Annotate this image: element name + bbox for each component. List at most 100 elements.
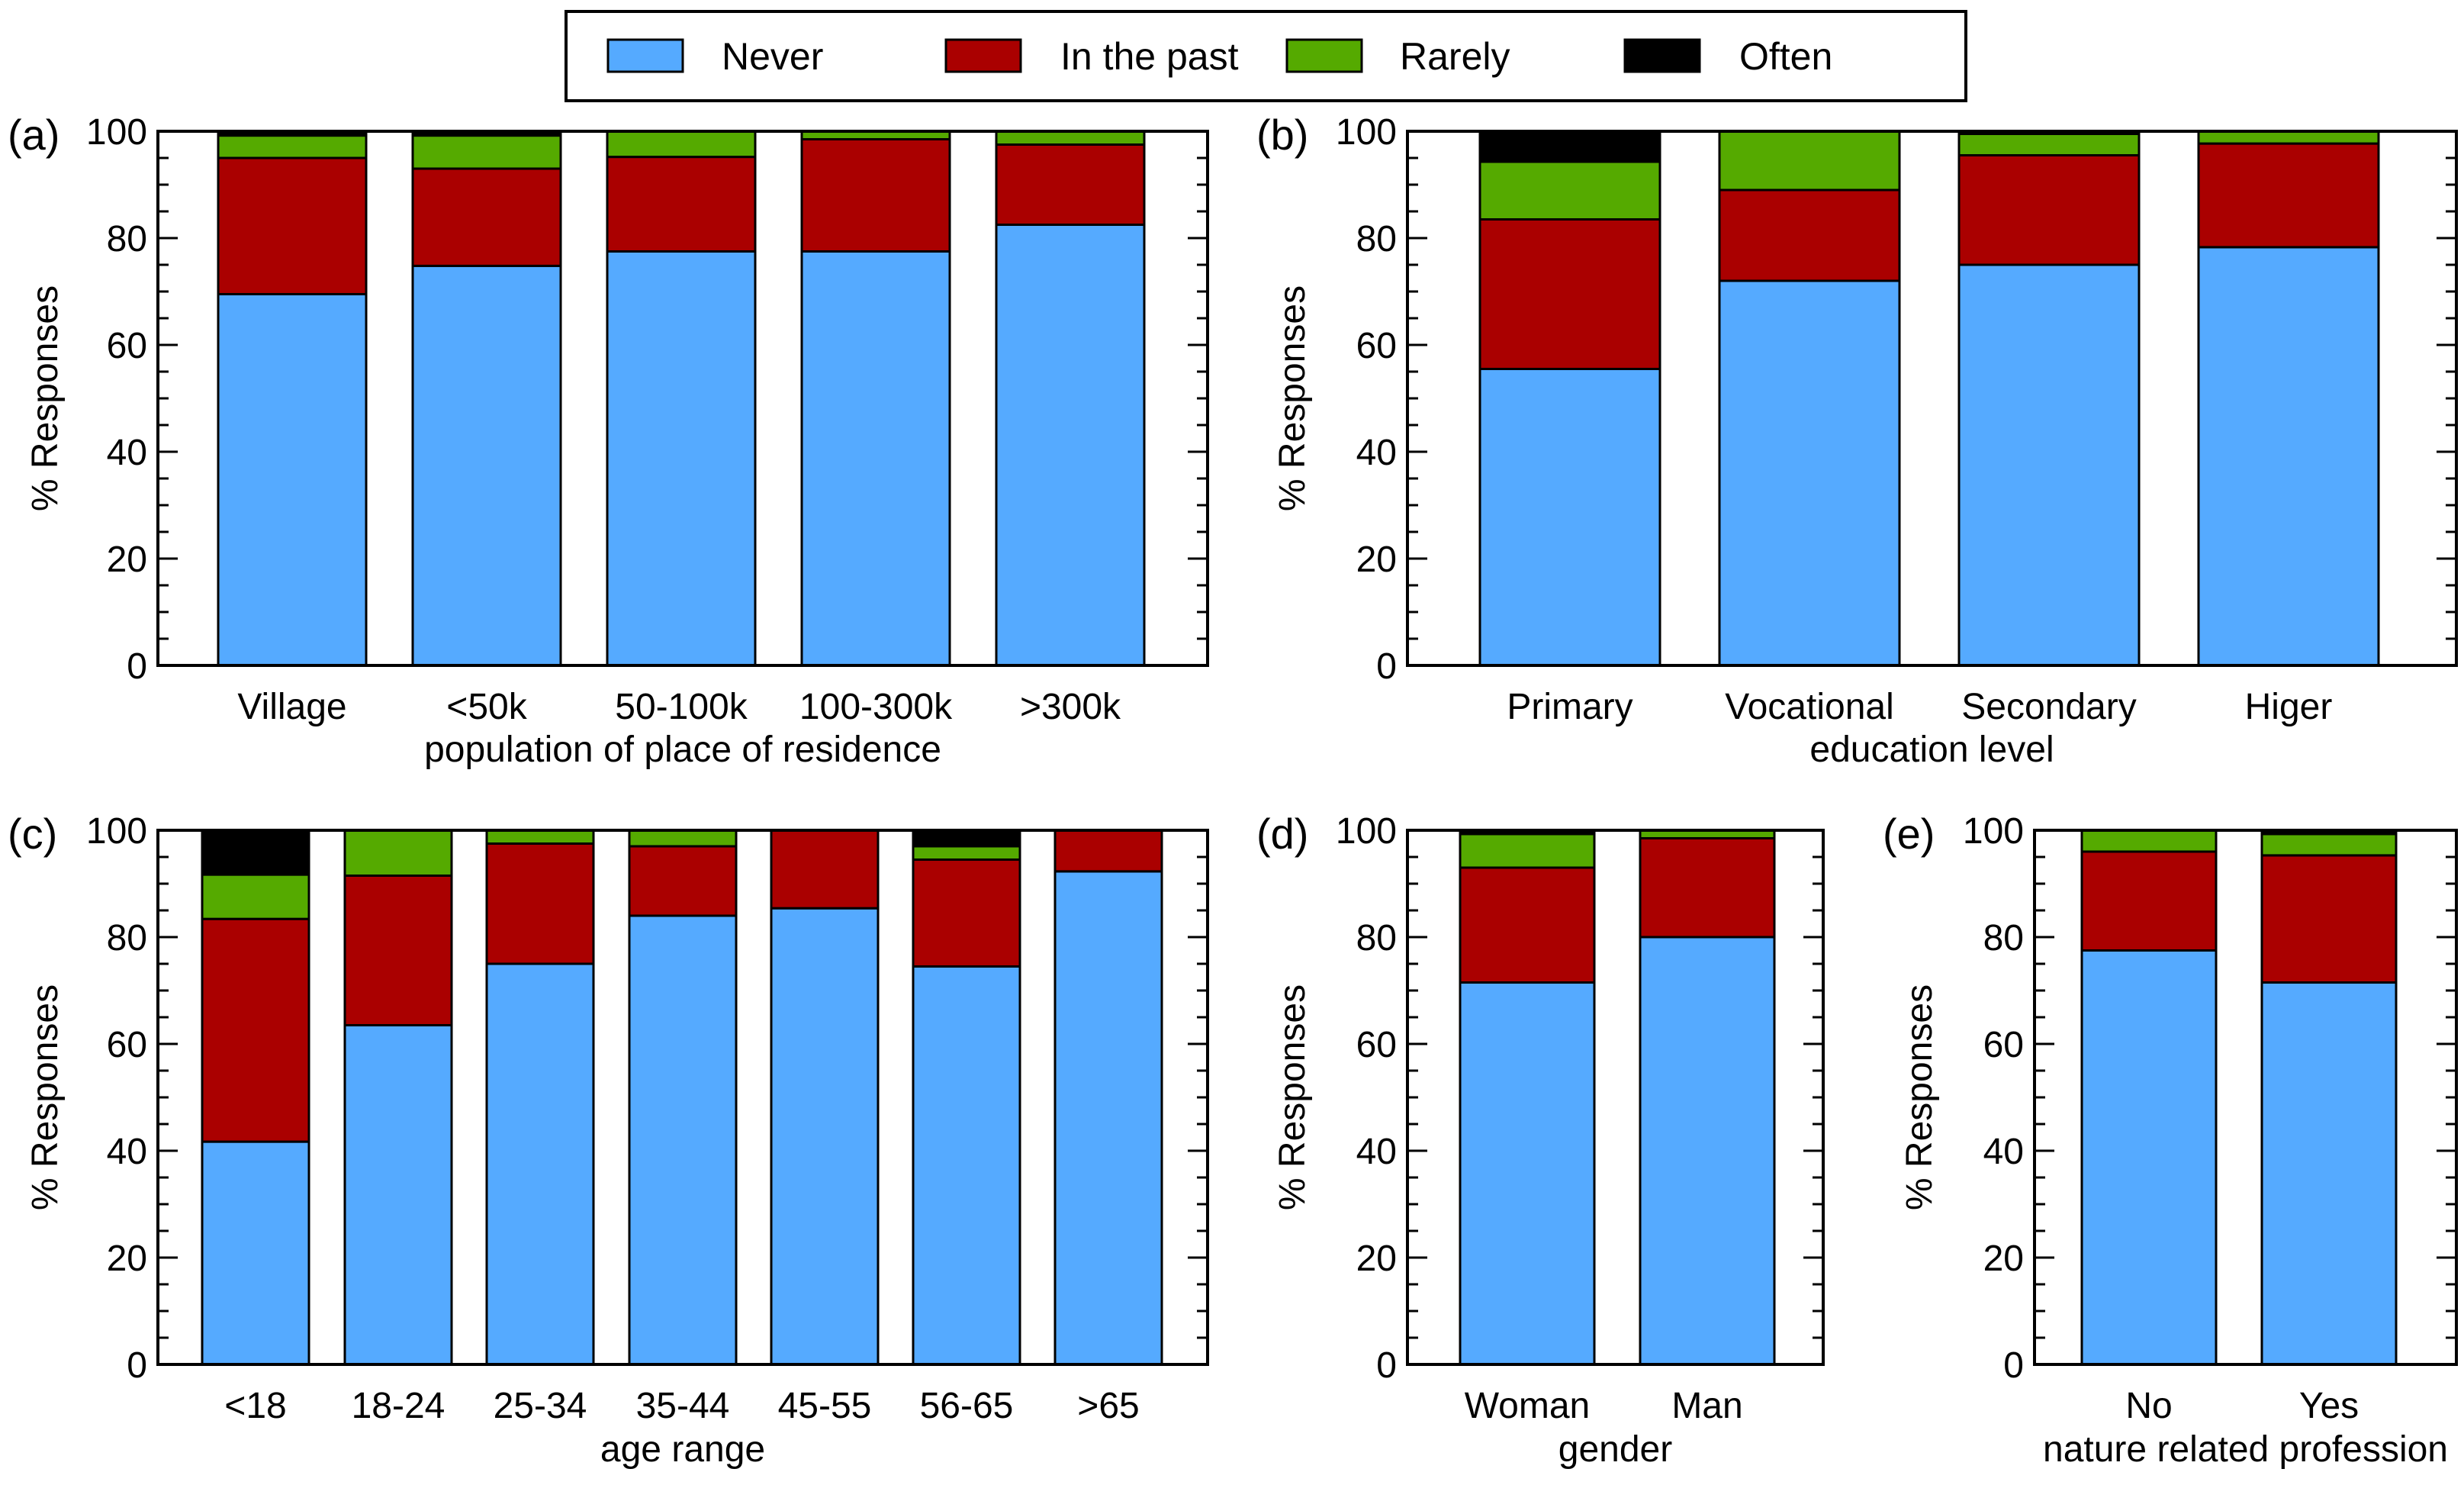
panel-a-bar-50-100k-rarely xyxy=(606,130,757,159)
panel-b-bar-vocational-never xyxy=(1718,279,1901,667)
panel-d-ytick-label-0: 0 xyxy=(1376,1345,1397,1386)
panel-b-bar-secondary-never xyxy=(1957,263,2141,667)
panel-a: 0 20 40 60 80 100 Village <50k 50-100k 100-300k >3… xyxy=(8,111,1209,770)
panel-e-category-label-no: No xyxy=(2125,1386,2172,1426)
panel-b-ytick-label-40: 40 xyxy=(1356,433,1397,473)
panel-b-category-label-higer: Higer xyxy=(2245,687,2333,727)
panel-c-bar-35-44-in-the-past xyxy=(628,845,738,917)
panel-e-bar-yes-rarely xyxy=(2260,833,2398,857)
panel-c-bar-56-65-never xyxy=(912,965,1021,1366)
panel-d-y-axis-title: % Responses xyxy=(1272,984,1313,1210)
legend-label-never: Never xyxy=(722,35,823,78)
legend-label-rarely: Rarely xyxy=(1400,35,1510,78)
panel-a-ytick-label-100: 100 xyxy=(86,112,147,153)
panel-c-y-axis-title: % Responses xyxy=(25,984,66,1210)
panel-c-bar-gt65-in-the-past xyxy=(1053,829,1163,873)
panel-a-ytick-label-20: 20 xyxy=(107,540,147,580)
panel-c-bar-lt18-rarely xyxy=(201,873,310,920)
panel-d-ytick-label-100: 100 xyxy=(1336,811,1397,852)
panel-a-tag: (a) xyxy=(8,111,60,159)
panel-d-ytick-label-60: 60 xyxy=(1356,1025,1397,1065)
panel-a-ytick-label-80: 80 xyxy=(107,219,147,259)
panel-b-category-label-vocational: Vocational xyxy=(1725,687,1894,727)
panel-d-bar-woman-in-the-past xyxy=(1459,866,1596,984)
panel-c-ytick-label-20: 20 xyxy=(107,1239,147,1279)
panel-a-bar-village-in-the-past xyxy=(217,156,368,295)
panel-a-bar-gt300k-never xyxy=(995,224,1146,667)
panel-a-category-label-lt50k: <50k xyxy=(446,687,527,727)
panel-b-ytick-label-0: 0 xyxy=(1376,646,1397,687)
panel-a-bar-100-300k-in-the-past xyxy=(800,138,951,253)
panel-d-x-axis-title: gender xyxy=(1558,1429,1672,1470)
panel-c-ytick-label-60: 60 xyxy=(107,1025,147,1065)
legend-swatch-never xyxy=(606,38,684,73)
panel-e-ytick-label-80: 80 xyxy=(1983,918,2024,958)
panel-e-bar-no-never xyxy=(2080,949,2218,1366)
panel-a-category-label-village: Village xyxy=(237,687,346,727)
legend: Never In the past Rarely Often xyxy=(565,10,1967,102)
panel-c-tag: (c) xyxy=(8,810,57,858)
panel-b-category-label-secondary: Secondary xyxy=(1961,687,2136,727)
panel-b: 0 20 40 60 80 100 Primary Vocational Secondary Hi… xyxy=(1256,111,2458,770)
panel-b-ytick-label-60: 60 xyxy=(1356,326,1397,366)
legend-swatch-rarely xyxy=(1285,38,1363,73)
panel-a-ytick-label-0: 0 xyxy=(127,646,147,687)
panel-b-bar-higer-rarely xyxy=(2197,130,2380,145)
panel-b-bar-higer-in-the-past xyxy=(2197,142,2380,249)
panel-c-bar-35-44-rarely xyxy=(628,829,738,848)
panel-b-bar-higer-never xyxy=(2197,246,2380,667)
panel-e-bar-no-in-the-past xyxy=(2080,850,2218,952)
panel-a-bar-village-rarely xyxy=(217,134,368,159)
panel-d-bar-woman-never xyxy=(1459,981,1596,1366)
panel-c-bar-lt18-often xyxy=(201,829,310,876)
legend-swatch-often xyxy=(1623,38,1701,73)
panel-e-ytick-label-20: 20 xyxy=(1983,1239,2024,1279)
panel-a-bar-lt50k-never xyxy=(411,264,562,667)
panel-c-category-label-45-55: 45-55 xyxy=(778,1386,872,1426)
panel-d-bar-woman-rarely xyxy=(1459,833,1596,869)
panel-b-bar-vocational-in-the-past xyxy=(1718,188,1901,282)
panel-c-bar-45-55-never xyxy=(770,907,880,1366)
panel-c: 0 20 40 60 80 100 <18 18-24 25-34 35-44 45-55 56-65… xyxy=(8,810,1209,1470)
panel-e-x-axis-title: nature related profession xyxy=(2043,1429,2448,1470)
panel-e-ytick-label-40: 40 xyxy=(1983,1132,2024,1172)
panel-d-bar-man-in-the-past xyxy=(1639,837,1776,939)
panel-c-bar-45-55-in-the-past xyxy=(770,829,880,910)
panel-a-bar-50-100k-in-the-past xyxy=(606,156,757,253)
panel-b-ytick-label-80: 80 xyxy=(1356,219,1397,259)
panel-e-ytick-label-60: 60 xyxy=(1983,1025,2024,1065)
panel-e-tag: (e) xyxy=(1883,810,1935,858)
panel-c-category-label-18-24: 18-24 xyxy=(352,1386,446,1426)
panel-c-ytick-label-80: 80 xyxy=(107,918,147,958)
panel-c-bar-35-44-never xyxy=(628,914,738,1366)
panel-d-category-label-man: Man xyxy=(1671,1386,1742,1426)
panel-c-category-label-56-65: 56-65 xyxy=(920,1386,1014,1426)
panel-c-bar-25-34-never xyxy=(485,962,595,1366)
panel-a-category-label-gt300k: >300k xyxy=(1020,687,1121,727)
panel-c-bar-56-65-in-the-past xyxy=(912,858,1021,968)
panel-b-bar-primary-often xyxy=(1478,130,1661,163)
panel-b-x-axis-title: education level xyxy=(1809,730,2054,770)
panel-a-bar-gt300k-in-the-past xyxy=(995,143,1146,226)
panel-b-ytick-label-100: 100 xyxy=(1336,112,1397,153)
panel-c-bar-25-34-rarely xyxy=(485,829,595,845)
panel-c-bar-lt18-never xyxy=(201,1140,310,1366)
panel-a-ytick-label-60: 60 xyxy=(107,326,147,366)
legend-label-often: Often xyxy=(1739,35,1832,78)
panel-a-bar-lt50k-in-the-past xyxy=(411,167,562,267)
panel-b-bar-secondary-in-the-past xyxy=(1957,154,2141,266)
panel-c-category-label-lt18: <18 xyxy=(224,1386,286,1426)
panel-a-category-label-50-100k: 50-100k xyxy=(615,687,748,727)
panel-d-ytick-label-80: 80 xyxy=(1356,918,1397,958)
panel-e-ytick-label-100: 100 xyxy=(1963,811,2024,852)
panel-a-bar-100-300k-never xyxy=(800,250,951,667)
panel-c-ytick-label-40: 40 xyxy=(107,1132,147,1172)
legend-frame xyxy=(565,10,1967,102)
panel-e-y-axis-title: % Responses xyxy=(1899,984,1940,1210)
panel-c-bar-56-65-rarely xyxy=(912,845,1021,861)
panel-c-bar-25-34-in-the-past xyxy=(485,842,595,965)
panel-e-category-label-yes: Yes xyxy=(2299,1386,2359,1426)
